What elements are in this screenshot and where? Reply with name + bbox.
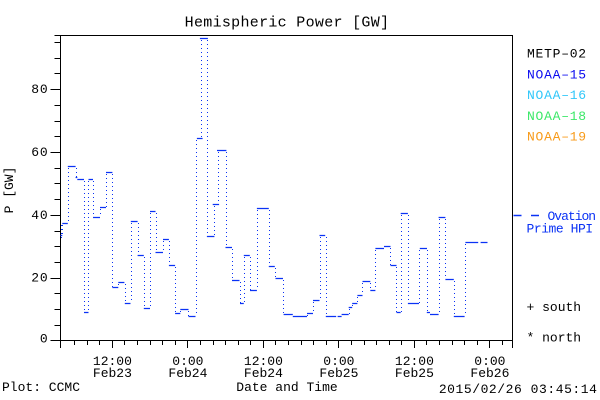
svg-text:Prime HPI: Prime HPI <box>527 222 593 237</box>
svg-text:12:00: 12:00 <box>93 354 132 369</box>
svg-text:P [GW]: P [GW] <box>2 167 17 214</box>
svg-text:* north: * north <box>527 331 582 346</box>
svg-text:80: 80 <box>31 82 48 97</box>
svg-text:0: 0 <box>40 332 49 347</box>
svg-text:Feb26: Feb26 <box>470 366 509 381</box>
svg-text:0:00: 0:00 <box>474 354 505 369</box>
svg-text:Feb23: Feb23 <box>93 366 132 381</box>
svg-text:Hemispheric Power [GW]: Hemispheric Power [GW] <box>185 15 390 32</box>
svg-text:Plot: CCMC: Plot: CCMC <box>2 380 80 395</box>
svg-text:NOAA–16: NOAA–16 <box>527 88 587 103</box>
svg-text:Feb24: Feb24 <box>168 366 207 381</box>
svg-text:Feb24: Feb24 <box>244 366 283 381</box>
svg-text:Date and Time: Date and Time <box>236 380 337 395</box>
svg-text:60: 60 <box>31 145 48 160</box>
svg-text:2015/02/26 03:45:14: 2015/02/26 03:45:14 <box>439 382 598 397</box>
svg-text:40: 40 <box>31 208 48 223</box>
svg-text:20: 20 <box>31 271 48 286</box>
svg-text:0:00: 0:00 <box>172 354 203 369</box>
svg-text:12:00: 12:00 <box>244 354 283 369</box>
svg-text:Feb25: Feb25 <box>395 366 434 381</box>
svg-text:Ovation: Ovation <box>548 209 596 224</box>
svg-text:0:00: 0:00 <box>323 354 354 369</box>
svg-text:12:00: 12:00 <box>395 354 434 369</box>
svg-text:NOAA–18: NOAA–18 <box>527 109 587 124</box>
svg-text:+ south: + south <box>527 300 582 315</box>
svg-text:METP–02: METP–02 <box>527 47 587 62</box>
svg-text:Feb25: Feb25 <box>319 366 358 381</box>
svg-text:NOAA–15: NOAA–15 <box>527 67 587 82</box>
svg-text:NOAA–19: NOAA–19 <box>527 130 587 145</box>
